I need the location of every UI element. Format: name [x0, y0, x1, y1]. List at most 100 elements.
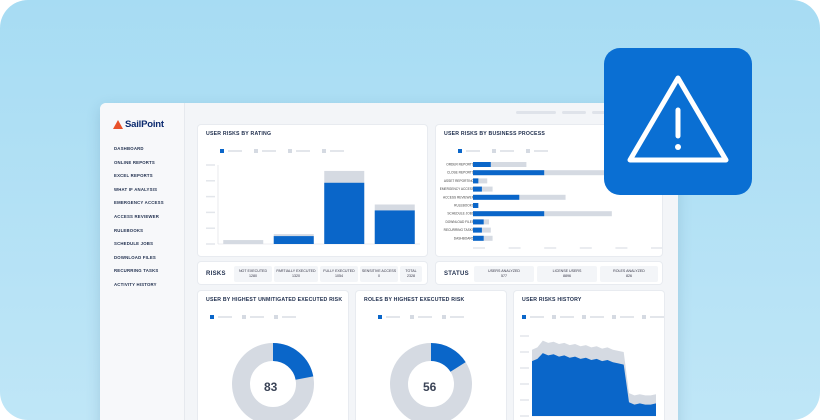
stat-value: 1280	[249, 274, 257, 278]
card-title: USER RISKS HISTORY	[522, 297, 582, 303]
bar-executed	[473, 211, 545, 217]
legend	[522, 315, 664, 319]
legend-swatch	[526, 149, 530, 153]
legend-swatch	[288, 149, 292, 153]
sidebar-item-dashboard[interactable]: DASHBOARD	[114, 146, 144, 151]
sidebar-item-download-files[interactable]: DOWNLOAD FILES	[114, 254, 156, 260]
sidebar-item-recurring-tasks[interactable]: RECURRING TASKS	[114, 268, 159, 274]
stat-value: 1054	[335, 274, 343, 278]
stat-title: FULLY EXECUTED	[323, 269, 355, 273]
stat-fully-executed: FULLY EXECUTED 1054	[320, 266, 358, 282]
legend-label	[296, 150, 310, 152]
bar-executed	[273, 236, 314, 244]
topbar-placeholder	[592, 111, 610, 114]
legend-swatch	[612, 315, 616, 319]
legend-item[interactable]	[220, 149, 242, 153]
legend-item[interactable]	[322, 149, 344, 153]
legend	[220, 149, 344, 153]
sidebar-item-schedule-jobs[interactable]: SCHEDULE JOBS	[114, 241, 154, 247]
bar-total	[223, 240, 264, 244]
legend-swatch	[458, 149, 462, 153]
bar-executed	[473, 186, 482, 192]
legend-item[interactable]	[642, 315, 664, 319]
status-stats: STATUS USERS ANALYZED 577 LICENSE USERS …	[436, 262, 662, 284]
sidebar-item-what-if-analysis[interactable]: WHAT IF ANALYSIS	[114, 186, 158, 192]
bar-total	[473, 170, 616, 176]
legend-item[interactable]	[210, 315, 232, 319]
logo[interactable]: SailPoint	[113, 118, 164, 130]
legend	[458, 149, 548, 153]
sidebar-item-emergency-access[interactable]: EMERGENCY ACCESS	[114, 200, 164, 206]
legend-item[interactable]	[274, 315, 296, 319]
brand-name: SailPoint	[125, 118, 164, 130]
legend-item[interactable]	[612, 315, 634, 319]
legend-swatch	[254, 149, 258, 153]
card-risks-history: USER RISKS HISTORY	[514, 291, 664, 420]
legend-item[interactable]	[242, 315, 264, 319]
legend-item[interactable]	[378, 315, 400, 319]
horizontal-bar-chart: ORDER REPORTS CLOSE REPORTS ASSET REPORTIN…	[440, 162, 662, 249]
legend-swatch	[522, 315, 526, 319]
sidebar-nav: DASHBOARD ONLINE REPORTS EXCEL REPORTS W…	[114, 146, 164, 296]
legend-swatch	[378, 315, 382, 319]
alert-badge[interactable]	[604, 48, 752, 195]
stat-sensitive-access: SENSITIVE ACCESS 0	[360, 266, 398, 282]
legend-swatch	[410, 315, 414, 319]
legend-label	[218, 316, 232, 318]
sidebar-item-rulebooks[interactable]: RULEBOOKS	[114, 227, 144, 233]
bar-total	[473, 162, 527, 167]
donut-chart	[232, 343, 314, 420]
legend-label	[534, 150, 548, 152]
legend-label	[262, 150, 276, 152]
card-title: ROLES BY HIGHEST EXECUTED RISK	[364, 297, 465, 303]
stat-roles-analyzed: ROLES ANALYZED 826	[600, 266, 658, 282]
category-label: ASSET REPORTING	[444, 179, 475, 183]
legend-label	[650, 316, 664, 318]
legend-item[interactable]	[254, 149, 276, 153]
legend-item[interactable]	[458, 149, 480, 153]
bar-executed	[473, 235, 484, 241]
sidebar-item-online-reports[interactable]: ONLINE REPORTS	[114, 159, 155, 165]
app-window: SailPoint DASHBOARD ONLINE REPORTS EXCEL…	[100, 103, 678, 420]
legend-item[interactable]	[410, 315, 432, 319]
card-title: USER RISKS BY RATING	[206, 131, 272, 137]
donut-center-value: 83	[264, 380, 278, 394]
legend-swatch	[322, 149, 326, 153]
category-label: DASHBOARD	[454, 236, 475, 240]
legend-swatch	[274, 315, 278, 319]
donut-segment	[390, 343, 472, 420]
legend-item[interactable]	[442, 315, 464, 319]
area-series-executed	[532, 353, 656, 416]
legend-swatch	[492, 149, 496, 153]
legend-label	[250, 316, 264, 318]
topbar-placeholder	[562, 111, 586, 114]
stat-title: SENSITIVE ACCESS	[361, 269, 397, 273]
stat-license-users: LICENSE USERS 8896	[537, 266, 597, 282]
stat-value: 577	[501, 274, 507, 278]
legend-swatch	[210, 315, 214, 319]
bar-chart	[206, 164, 420, 245]
bar-executed	[324, 182, 365, 244]
category-label: RECURRING TASKS	[444, 228, 474, 232]
legend-item[interactable]	[582, 315, 604, 319]
sidebar-item-access-reviewer[interactable]: ACCESS REVIEWER	[114, 213, 160, 219]
legend-label	[590, 316, 604, 318]
bar-executed	[473, 203, 479, 208]
legend-label	[530, 316, 544, 318]
bar-executed	[473, 219, 484, 225]
legend-item[interactable]	[288, 149, 310, 153]
legend-item[interactable]	[492, 149, 514, 153]
category-label: CLOSE REPORTS	[447, 171, 474, 175]
risks-stats: RISKS NOT EXECUTED 1280 PARTIALLY EXECUT…	[198, 262, 427, 284]
sidebar-item-activity-history[interactable]: ACTIVITY HISTORY	[114, 281, 157, 287]
legend-item[interactable]	[522, 315, 544, 319]
stat-partially-executed: PARTIALLY EXECUTED 1320	[274, 266, 318, 282]
bar-executed	[473, 227, 482, 233]
category-label: DOWNLOAD FILES	[445, 220, 474, 224]
bar-total	[473, 194, 566, 200]
sidebar-item-excel-reports[interactable]: EXCEL REPORTS	[114, 173, 153, 179]
legend-item[interactable]	[526, 149, 548, 153]
legend-item[interactable]	[552, 315, 574, 319]
legend-label	[450, 316, 464, 318]
